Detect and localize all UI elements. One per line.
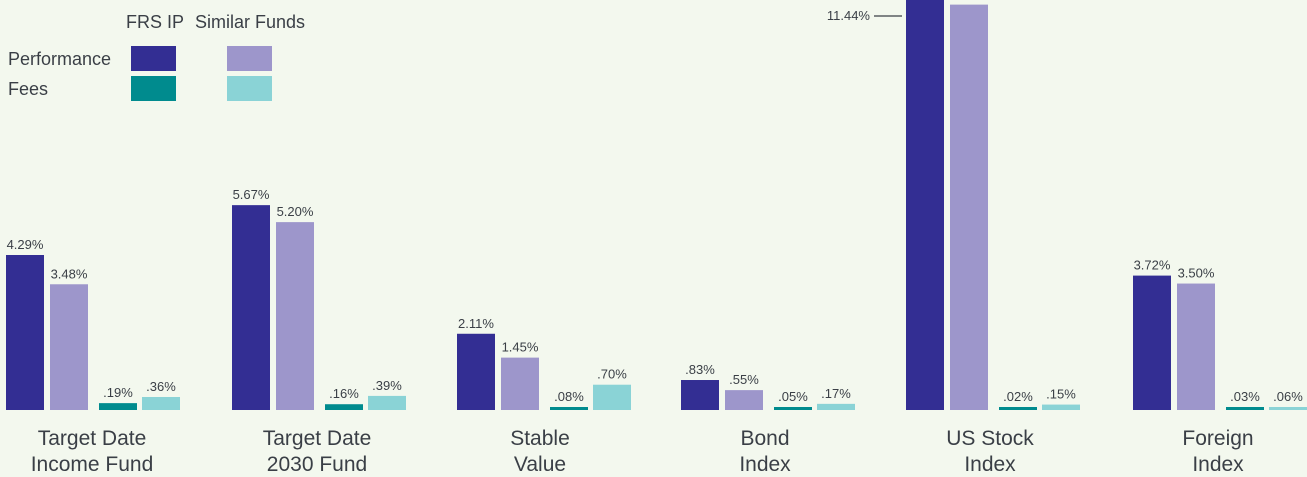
value-label-3-2: .70%: [597, 367, 627, 382]
category-labels: Target Date Income Fund Target Date 2030 Fu…: [31, 427, 1254, 476]
bar-2-2: [550, 407, 588, 410]
category-label-5-1: Index: [1192, 453, 1244, 476]
bar-1-4: [950, 4, 988, 410]
legend-swatch-2: [131, 76, 176, 101]
value-label-1-5: 3.50%: [1178, 266, 1215, 281]
bar-2-5: [1226, 407, 1264, 410]
legend-column-1: Similar Funds: [195, 12, 305, 32]
category-label-3-1: Index: [739, 453, 791, 476]
category-label-2-0: Stable: [510, 427, 570, 450]
bar-2-1: [325, 404, 363, 410]
bars: [6, 0, 1307, 410]
legend: FRS IP Similar Funds Performance Fees: [8, 12, 305, 101]
value-label-1-3: .55%: [729, 372, 759, 387]
category-label-1-1: 2030 Fund: [267, 453, 367, 476]
bar-2-0: [99, 403, 137, 410]
legend-column-0: FRS IP: [126, 12, 184, 32]
category-label-3-0: Bond: [740, 427, 789, 450]
bar-3-2: [593, 384, 631, 410]
value-label-3-3: .17%: [821, 386, 851, 401]
value-labels: 4.29% 3.48% .19% .36% 5.67% 5.20% .16% .39% 2.11…: [7, 0, 1304, 404]
category-label-1-0: Target Date: [263, 427, 372, 450]
bar-3-4: [1042, 404, 1080, 410]
category-label-0-0: Target Date: [38, 427, 147, 450]
value-label-3-4: .15%: [1046, 387, 1076, 402]
value-label-2-5: .03%: [1230, 389, 1260, 404]
value-label-0-0: 4.29%: [7, 237, 44, 252]
value-label-1-4: 11.22%: [947, 0, 991, 2]
bar-3-5: [1269, 407, 1307, 410]
bar-1-5: [1177, 283, 1215, 410]
category-label-5-0: Foreign: [1182, 427, 1253, 450]
bar-0-5: [1133, 275, 1171, 410]
value-label-2-0: .19%: [103, 385, 133, 400]
bar-2-3: [774, 407, 812, 410]
category-label-2-1: Value: [514, 453, 566, 476]
legend-row-1: Fees: [8, 79, 48, 99]
legend-row-0: Performance: [8, 49, 111, 69]
legend-swatch-0: [131, 46, 176, 71]
value-label-1-2: 1.45%: [502, 340, 539, 355]
value-label-2-3: .05%: [778, 389, 808, 404]
value-label-0-2: 2.11%: [458, 316, 494, 331]
value-label-0-4: 11.44%: [827, 8, 871, 23]
bar-0-1: [232, 205, 270, 410]
bar-2-4: [999, 407, 1037, 410]
value-label-2-4: .02%: [1003, 389, 1033, 404]
value-label-1-1: 5.20%: [277, 204, 314, 219]
value-label-0-1: 5.67%: [233, 187, 270, 202]
value-label-3-5: .06%: [1273, 389, 1303, 404]
category-label-4-0: US Stock: [946, 427, 1034, 450]
bar-1-2: [501, 357, 539, 410]
bar-0-2: [457, 333, 495, 410]
value-label-3-1: .39%: [372, 378, 402, 393]
value-label-1-0: 3.48%: [51, 266, 88, 281]
bar-1-3: [725, 390, 763, 410]
legend-swatch-1: [227, 46, 272, 71]
bar-0-4: [906, 0, 944, 410]
bar-0-0: [6, 255, 44, 410]
value-label-0-3: .83%: [685, 362, 715, 377]
bar-3-0: [142, 396, 180, 410]
category-label-4-1: Index: [964, 453, 1016, 476]
bar-3-1: [368, 395, 406, 410]
bar-1-0: [50, 284, 88, 410]
value-label-0-5: 3.72%: [1134, 258, 1171, 273]
bar-1-1: [276, 222, 314, 410]
value-label-2-2: .08%: [554, 389, 584, 404]
value-label-2-1: .16%: [329, 386, 359, 401]
category-label-0-1: Income Fund: [31, 453, 154, 476]
value-label-3-0: .36%: [146, 379, 176, 394]
legend-swatch-3: [227, 76, 272, 101]
bar-0-3: [681, 380, 719, 410]
bar-3-3: [817, 403, 855, 410]
